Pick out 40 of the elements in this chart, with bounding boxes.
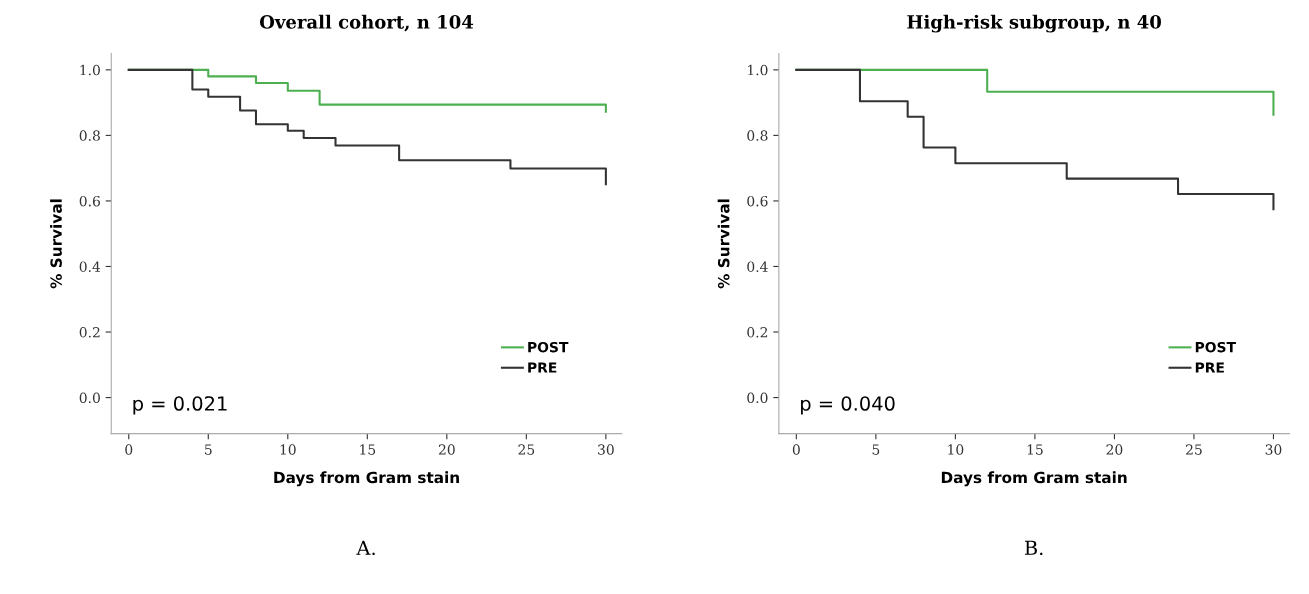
x-tick-label: 10 bbox=[948, 444, 964, 455]
x-tick-label: 20 bbox=[438, 444, 455, 455]
x-tick-label: 20 bbox=[1106, 444, 1123, 455]
x-tick-label: 30 bbox=[1265, 444, 1282, 455]
y-tick-label: 0.0 bbox=[747, 392, 768, 404]
chart-title: High-risk subgroup, n 40 bbox=[907, 14, 1161, 33]
y-tick-label: 0.4 bbox=[747, 261, 768, 272]
legend-label: POST bbox=[1195, 341, 1236, 353]
y-tick-label: 0.6 bbox=[79, 195, 100, 207]
y-tick-label: 0.2 bbox=[79, 326, 100, 338]
x-tick-label: 30 bbox=[598, 444, 614, 455]
x-tick-label: 5 bbox=[872, 444, 880, 455]
y-axis-title: % Survival bbox=[717, 199, 730, 289]
x-tick-label: 0 bbox=[125, 444, 133, 455]
y-tick-label: 0.4 bbox=[79, 261, 101, 272]
y-axis-title: % Survival bbox=[50, 199, 62, 289]
x-axis-title: Days from Gram stain bbox=[941, 471, 1127, 487]
y-tick-label: 1.0 bbox=[80, 64, 100, 76]
legend-label: PRE bbox=[528, 362, 557, 373]
x-tick-label: 0 bbox=[792, 444, 800, 455]
x-tick-label: 25 bbox=[1186, 444, 1202, 455]
annotation: p = 0.021 bbox=[133, 396, 227, 415]
legend-label: POST bbox=[528, 341, 569, 353]
legend-label: PRE bbox=[1195, 362, 1224, 373]
annotation: p = 0.040 bbox=[801, 396, 895, 415]
x-tick-label: 15 bbox=[360, 444, 376, 455]
x-tick-label: 10 bbox=[280, 444, 296, 455]
y-tick-label: 0.8 bbox=[79, 130, 100, 141]
x-tick-label: 5 bbox=[205, 444, 212, 455]
x-tick-label: 25 bbox=[518, 444, 535, 455]
y-tick-label: 0.6 bbox=[747, 195, 768, 207]
text: A. bbox=[356, 540, 375, 556]
y-tick-label: 0.8 bbox=[747, 130, 768, 141]
y-tick-label: 1.0 bbox=[748, 64, 768, 76]
y-tick-label: 0.0 bbox=[79, 392, 100, 404]
y-tick-label: 0.2 bbox=[747, 326, 768, 338]
x-axis-title: Days from Gram stain bbox=[274, 471, 459, 487]
chart-title: Overall cohort, n 104 bbox=[259, 14, 474, 32]
text: B. bbox=[1024, 540, 1043, 556]
x-tick-label: 15 bbox=[1027, 444, 1043, 455]
